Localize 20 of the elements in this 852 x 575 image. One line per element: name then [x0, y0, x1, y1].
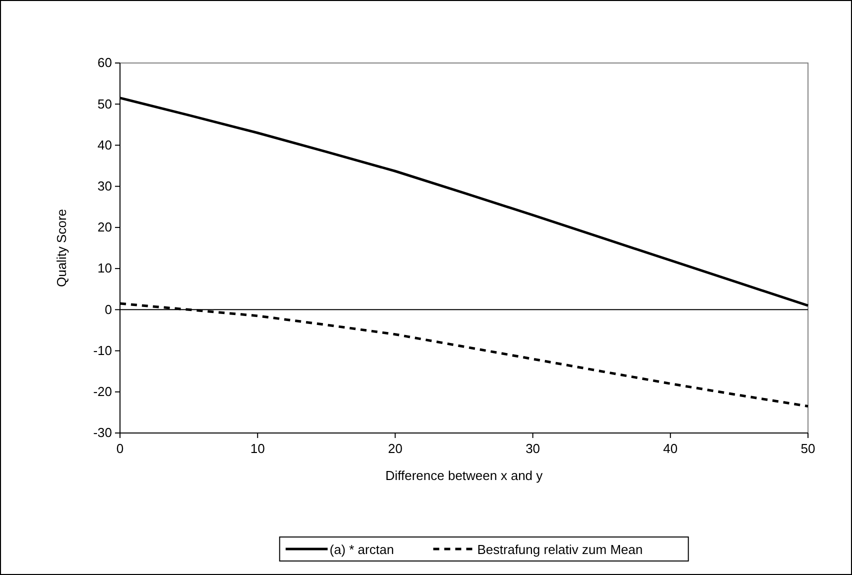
y-tick-label: 40 [98, 137, 112, 152]
y-tick-label: 30 [98, 178, 112, 194]
x-tick-label: 0 [116, 441, 124, 456]
x-tick-label: 50 [800, 441, 816, 456]
x-axis-title: Difference between x and y [385, 468, 544, 483]
x-tick-label: 40 [663, 441, 678, 456]
x-tick-label: 30 [526, 441, 540, 456]
y-tick-label: -20 [93, 384, 112, 400]
y-tick-label: 20 [98, 220, 112, 235]
y-tick-label: -10 [93, 342, 112, 358]
x-tick-label: 20 [388, 441, 402, 456]
legend-label: (a) * arctan [330, 542, 394, 557]
y-tick-label: 50 [98, 96, 112, 112]
y-axis-title: Quality Score [54, 208, 69, 288]
y-tick-label: 10 [98, 260, 112, 276]
legend-label: Bestrafung relativ zum Mean [477, 542, 643, 557]
y-tick-label: -30 [93, 425, 112, 440]
y-tick-label: 0 [104, 302, 112, 317]
x-tick-label: 10 [250, 441, 265, 456]
y-tick-label: 60 [98, 55, 112, 70]
